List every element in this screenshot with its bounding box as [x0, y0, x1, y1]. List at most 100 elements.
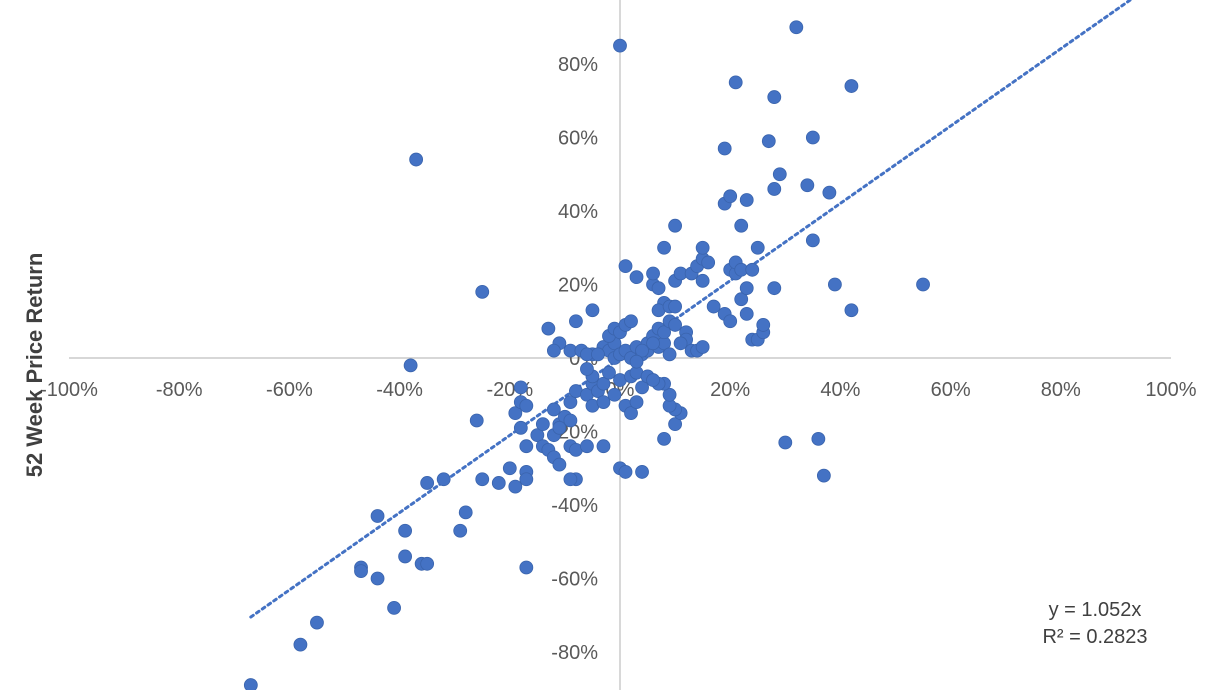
- x-tick-label: 40%: [820, 379, 860, 401]
- trendline-equation: y = 1.052x: [1049, 599, 1142, 621]
- data-point: [618, 259, 633, 274]
- data-point: [502, 461, 517, 476]
- data-point: [844, 79, 859, 93]
- data-point: [458, 505, 473, 520]
- data-point: [822, 185, 837, 200]
- data-point: [734, 218, 749, 233]
- data-point: [398, 549, 413, 564]
- data-point: [563, 395, 578, 410]
- data-point: [546, 402, 561, 417]
- data-point: [624, 314, 638, 329]
- data-point: [767, 90, 782, 104]
- data-point: [403, 358, 418, 373]
- y-tick-label: -40%: [551, 495, 598, 517]
- data-point: [811, 431, 826, 446]
- data-point: [662, 387, 677, 402]
- data-points: [243, 20, 930, 690]
- data-point: [469, 413, 484, 428]
- x-tick-label: 80%: [1041, 379, 1081, 401]
- data-point: [805, 130, 820, 145]
- data-point: [546, 343, 561, 358]
- data-point: [354, 564, 368, 579]
- data-point: [778, 435, 793, 450]
- data-point: [635, 380, 649, 395]
- data-point: [657, 431, 671, 446]
- data-point: [613, 38, 627, 53]
- data-point: [409, 152, 424, 167]
- data-point: [535, 417, 550, 432]
- data-point: [734, 292, 749, 307]
- data-point: [398, 523, 413, 538]
- data-point: [827, 277, 842, 292]
- data-point: [580, 362, 594, 376]
- y-tick-label: 60%: [558, 128, 598, 150]
- data-point: [243, 678, 258, 690]
- data-point: [635, 465, 649, 479]
- data-point: [580, 439, 594, 454]
- data-point: [420, 556, 435, 571]
- data-point: [596, 439, 611, 454]
- data-point: [370, 509, 385, 523]
- data-point: [585, 303, 600, 318]
- data-point: [717, 141, 732, 156]
- y-tick-label: -80%: [551, 642, 598, 664]
- data-point: [728, 75, 743, 90]
- data-point: [800, 178, 815, 193]
- data-point: [519, 398, 534, 413]
- data-point: [387, 601, 401, 615]
- data-point: [596, 395, 611, 410]
- data-point: [673, 336, 688, 351]
- data-point: [508, 406, 523, 421]
- data-point: [420, 476, 435, 490]
- data-point: [552, 420, 567, 435]
- data-point: [651, 281, 666, 296]
- data-point: [739, 193, 754, 207]
- data-point: [519, 439, 534, 454]
- data-point: [723, 189, 738, 204]
- data-point: [293, 637, 308, 652]
- data-point: [805, 233, 820, 248]
- data-point: [552, 457, 567, 472]
- data-point: [772, 167, 787, 182]
- data-point: [745, 262, 760, 277]
- data-point: [310, 615, 324, 630]
- x-tick-label: -60%: [266, 379, 313, 401]
- data-point: [563, 413, 578, 428]
- x-tick-label: 100%: [1145, 379, 1196, 401]
- data-point: [816, 468, 831, 483]
- data-point: [761, 134, 776, 149]
- data-point: [591, 347, 605, 362]
- data-point: [767, 281, 782, 296]
- data-point: [695, 273, 710, 288]
- trendline: [249, 0, 1133, 619]
- data-point: [508, 479, 523, 494]
- data-point: [541, 321, 556, 336]
- data-point: [453, 523, 468, 538]
- data-point: [563, 472, 578, 487]
- data-point: [491, 476, 506, 490]
- data-point: [723, 314, 738, 329]
- y-tick-label: 20%: [558, 275, 598, 297]
- data-point: [629, 270, 644, 285]
- data-point: [519, 560, 534, 575]
- data-point: [844, 303, 859, 318]
- data-point: [602, 365, 616, 380]
- data-point: [662, 347, 677, 362]
- data-point: [635, 343, 649, 358]
- data-point: [668, 299, 682, 314]
- y-tick-labels: -80%-60%-40%-20%0%20%40%60%80%: [551, 54, 598, 664]
- x-tick-label: -80%: [156, 379, 203, 401]
- x-tick-label: -40%: [376, 379, 423, 401]
- data-point: [657, 240, 671, 255]
- y-axis-label: 52 Week Price Return: [22, 253, 47, 478]
- data-point: [646, 373, 660, 387]
- data-point: [513, 420, 528, 435]
- data-point: [916, 277, 930, 292]
- data-point: [569, 314, 583, 329]
- data-point: [695, 340, 710, 354]
- data-point: [646, 266, 660, 281]
- data-point: [750, 240, 765, 255]
- data-point: [607, 387, 622, 402]
- data-point: [668, 218, 682, 233]
